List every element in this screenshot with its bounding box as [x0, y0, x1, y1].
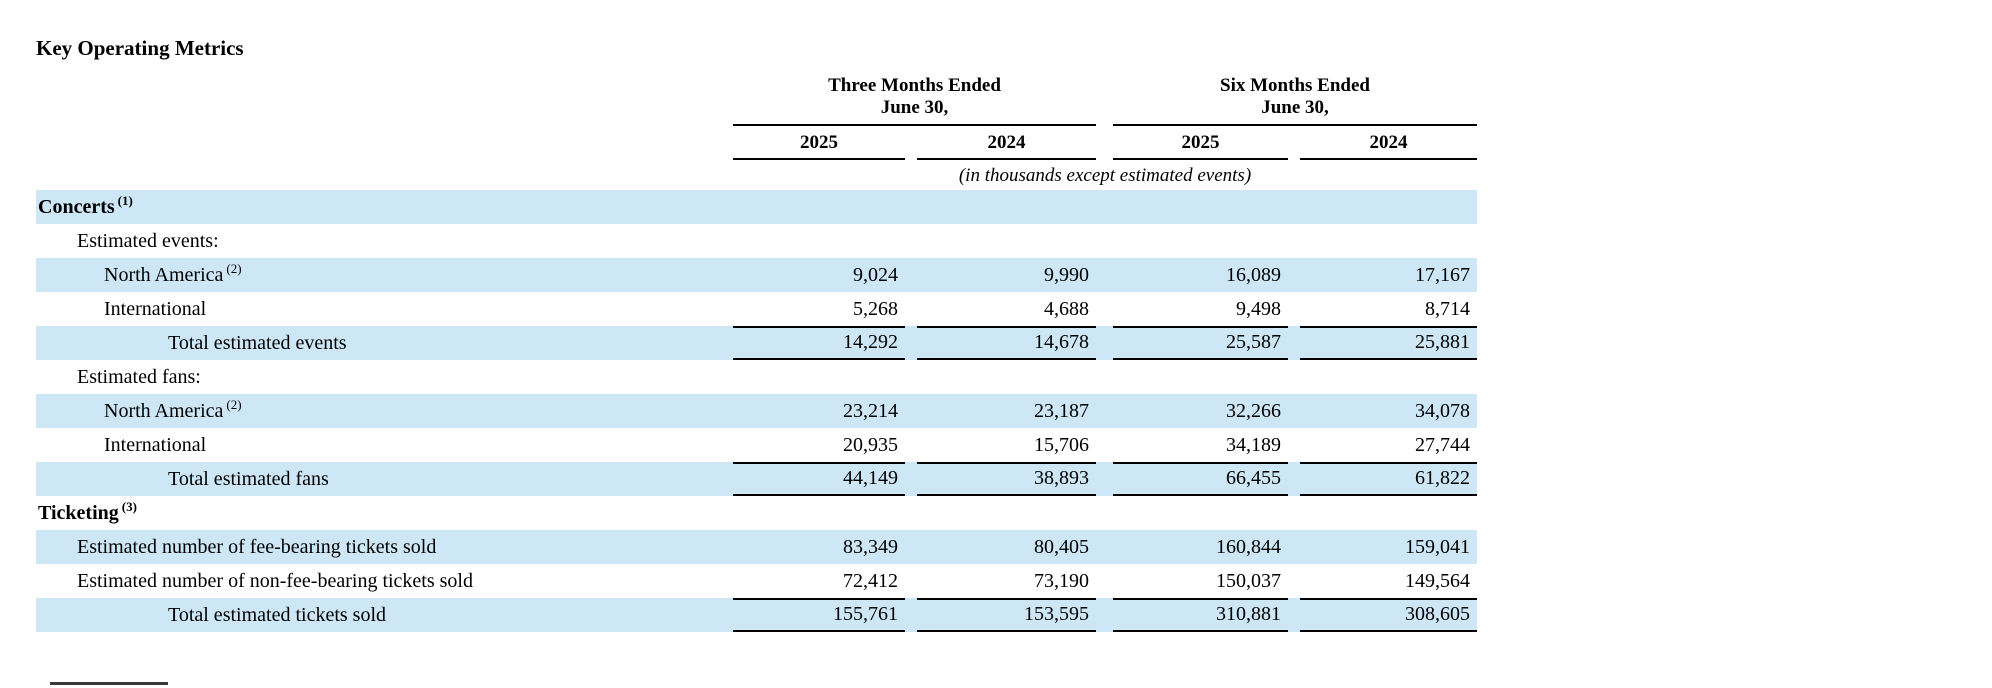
table-body: Concerts (1) Estimated events: North Amer… — [36, 190, 1992, 632]
cell-value: 8,714 — [1425, 298, 1470, 320]
cell-value: 66,455 — [1113, 462, 1288, 496]
cell-value: 32,266 — [1226, 400, 1281, 422]
table-row-events-north-america: North America (2) 9,024 9,990 16,089 17,1… — [36, 258, 1477, 292]
table-row-total-estimated-events: Total estimated events 14,292 14,678 25,… — [36, 326, 1477, 360]
cell-value: 38,893 — [917, 462, 1096, 496]
cell-value: 4,688 — [1044, 298, 1089, 320]
row-label: International — [104, 434, 207, 456]
cell-value: 153,595 — [917, 598, 1096, 632]
table-row-estimated-events: Estimated events: — [36, 224, 1477, 258]
table-header-years: 2025 2024 2025 2024 — [36, 126, 1477, 160]
table-row-ticketing: Ticketing (3) — [36, 496, 1477, 530]
cell-value: 160,844 — [1216, 536, 1281, 558]
footnote-divider — [50, 682, 168, 685]
cell-value: 9,024 — [853, 264, 898, 286]
cell-value: 9,990 — [1044, 264, 1089, 286]
col-group-line2: June 30, — [1261, 97, 1329, 118]
cell-value: 27,744 — [1415, 434, 1470, 456]
row-label: North America (2) — [104, 397, 242, 422]
table-row-total-tickets-sold: Total estimated tickets sold 155,761 153… — [36, 598, 1477, 632]
cell-value: 23,187 — [1034, 400, 1089, 422]
table-header-groups: Three Months Ended June 30, Six Months E… — [36, 75, 1477, 126]
cell-value: 150,037 — [1216, 570, 1281, 592]
key-operating-metrics-section: Key Operating Metrics Three Months Ended… — [36, 36, 1992, 632]
year-header: 2024 — [917, 126, 1096, 160]
col-group-line1: Three Months Ended — [828, 75, 1001, 96]
cell-value: 17,167 — [1415, 264, 1470, 286]
row-label: Concerts (1) — [38, 193, 133, 218]
cell-value: 20,935 — [843, 434, 898, 456]
cell-value: 80,405 — [1034, 536, 1089, 558]
cell-value: 155,761 — [733, 598, 905, 632]
cell-value: 14,678 — [917, 326, 1096, 360]
table-row-estimated-fans: Estimated fans: — [36, 360, 1477, 394]
row-label: Estimated number of non-fee-bearing tick… — [77, 570, 473, 592]
cell-value: 159,041 — [1405, 536, 1470, 558]
row-label: Total estimated tickets sold — [168, 604, 386, 626]
row-label: North America (2) — [104, 261, 242, 286]
units-note-row: (in thousands except estimated events) — [36, 160, 1477, 190]
page-title: Key Operating Metrics — [36, 36, 244, 60]
cell-value: 34,078 — [1415, 400, 1470, 422]
cell-value: 308,605 — [1300, 598, 1477, 632]
cell-value: 149,564 — [1405, 570, 1470, 592]
cell-value: 34,189 — [1226, 434, 1281, 456]
row-label: International — [104, 298, 207, 320]
row-label: Estimated number of fee-bearing tickets … — [77, 536, 437, 558]
col-group-line1: Six Months Ended — [1220, 75, 1370, 96]
cell-value: 5,268 — [853, 298, 898, 320]
table-row-fans-north-america: North America (2) 23,214 23,187 32,266 34… — [36, 394, 1477, 428]
cell-value: 310,881 — [1113, 598, 1288, 632]
col-group-three-months: Three Months Ended June 30, — [733, 75, 1096, 126]
table-row-concerts: Concerts (1) — [36, 190, 1477, 224]
footnote-ref: (3) — [121, 499, 137, 515]
col-group-line2: June 30, — [880, 97, 949, 118]
cell-value: 14,292 — [733, 326, 905, 360]
col-group-six-months: Six Months Ended June 30, — [1113, 75, 1477, 126]
table-row-total-estimated-fans: Total estimated fans 44,149 38,893 66,45… — [36, 462, 1477, 496]
row-label: Ticketing (3) — [38, 499, 137, 524]
cell-value: 25,587 — [1113, 326, 1288, 360]
year-header: 2024 — [1300, 126, 1477, 160]
footnote-ref: (1) — [117, 193, 133, 209]
row-label: Total estimated fans — [168, 468, 329, 490]
cell-value: 25,881 — [1300, 326, 1477, 360]
row-label: Total estimated events — [168, 332, 347, 354]
footnote-ref: (2) — [226, 397, 242, 413]
row-label: Estimated fans: — [77, 366, 201, 388]
table-row-non-fee-bearing-tickets: Estimated number of non-fee-bearing tick… — [36, 564, 1477, 598]
cell-value: 44,149 — [733, 462, 905, 496]
table-row-fans-international: International 20,935 15,706 34,189 27,74… — [36, 428, 1477, 462]
cell-value: 61,822 — [1300, 462, 1477, 496]
table-row-events-international: International 5,268 4,688 9,498 8,714 — [36, 292, 1477, 326]
cell-value: 23,214 — [843, 400, 898, 422]
cell-value: 83,349 — [843, 536, 898, 558]
cell-value: 9,498 — [1236, 298, 1281, 320]
cell-value: 73,190 — [1034, 570, 1089, 592]
units-note: (in thousands except estimated events) — [958, 165, 1252, 186]
cell-value: 15,706 — [1034, 434, 1089, 456]
table-row-fee-bearing-tickets: Estimated number of fee-bearing tickets … — [36, 530, 1477, 564]
footnote-ref: (2) — [226, 261, 242, 277]
year-header: 2025 — [1113, 126, 1288, 160]
year-header: 2025 — [733, 126, 905, 160]
cell-value: 72,412 — [843, 570, 898, 592]
cell-value: 16,089 — [1226, 264, 1281, 286]
row-label: Estimated events: — [77, 230, 219, 252]
